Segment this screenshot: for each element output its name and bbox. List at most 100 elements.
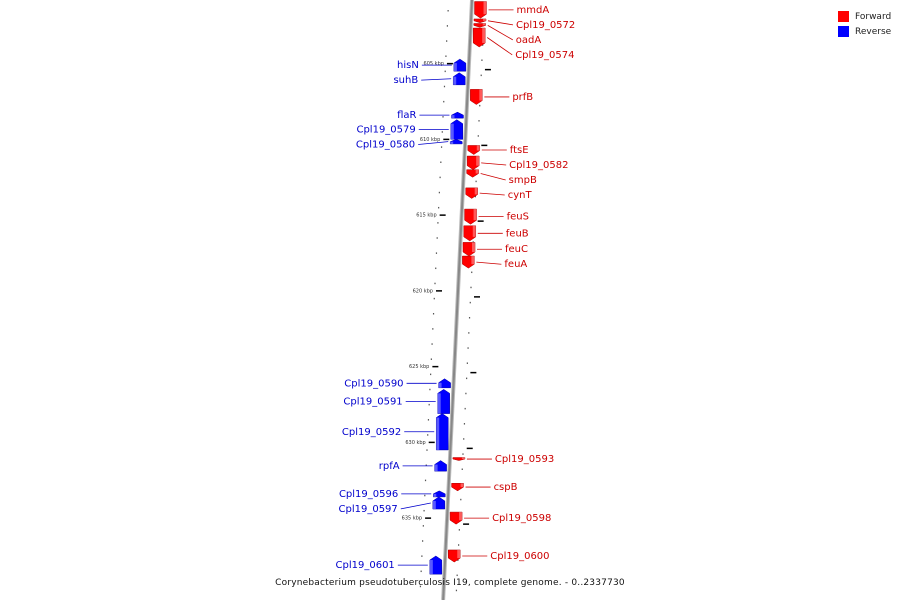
gene-label[interactable]: Cpl19_0592 — [342, 427, 401, 438]
gene-label[interactable]: feuA — [504, 259, 527, 270]
gene-arrow[interactable] — [453, 58, 467, 72]
gene-arrow[interactable] — [474, 1, 487, 19]
gene-label[interactable]: feuB — [506, 228, 529, 239]
gene-highlight — [437, 393, 441, 414]
gene-arrow[interactable] — [462, 255, 475, 269]
gene-arrow[interactable] — [472, 27, 486, 48]
gene-arrow[interactable] — [452, 457, 466, 461]
scale-dot — [480, 74, 482, 77]
gene-highlight — [450, 123, 454, 140]
gene-label[interactable]: Cpl19_0580 — [356, 140, 415, 151]
gene-label[interactable]: Cpl19_0598 — [492, 513, 551, 524]
gene-Cpl19_0596[interactable]: Cpl19_0596 — [339, 489, 446, 500]
gene-Cpl19_0597[interactable]: Cpl19_0597 — [339, 496, 446, 515]
gene-Cpl19_0582[interactable]: Cpl19_0582 — [466, 155, 568, 171]
gene-Cpl19_0600[interactable]: Cpl19_0600 — [448, 549, 550, 563]
gene-arrow[interactable] — [466, 169, 479, 178]
gene-feuA[interactable]: feuA — [462, 255, 527, 270]
gene-arrow[interactable] — [473, 18, 487, 23]
gene-label[interactable]: rpfA — [379, 461, 400, 472]
scale-dot — [422, 540, 424, 542]
scale-dot — [437, 222, 439, 224]
gene-arrow[interactable] — [432, 496, 446, 510]
gene-ftsE[interactable]: ftsE — [467, 145, 529, 156]
gene-label[interactable]: feuS — [507, 212, 529, 223]
gene-cspB[interactable]: cspB — [451, 482, 518, 493]
gene-label[interactable]: cynT — [508, 190, 533, 201]
gene-suhB[interactable]: suhB — [393, 72, 466, 86]
gene-arrow[interactable] — [452, 72, 466, 86]
gene-Cpl19_0579[interactable]: Cpl19_0579 — [356, 119, 464, 140]
gene-hisN[interactable]: hisN — [397, 58, 467, 72]
gene-arrow[interactable] — [429, 555, 443, 575]
gene-arrow[interactable] — [465, 187, 478, 199]
gene-prfB[interactable]: prfB — [470, 89, 533, 105]
gene-rpfA[interactable]: rpfA — [379, 460, 447, 472]
gene-Cpl19_0580[interactable]: Cpl19_0580 — [356, 139, 463, 151]
scale-dot — [439, 176, 441, 179]
gene-Cpl19_0601[interactable]: Cpl19_0601 — [336, 555, 443, 575]
gene-arrow[interactable] — [470, 89, 483, 105]
legend-forward-label: Forward — [855, 11, 892, 22]
gene-arrow[interactable] — [438, 378, 451, 389]
gene-label[interactable]: hisN — [397, 60, 419, 71]
gene-label[interactable]: smpB — [509, 175, 537, 186]
gene-label[interactable]: suhB — [393, 75, 418, 86]
gene-label[interactable]: flaR — [397, 110, 416, 121]
gene-label[interactable]: ftsE — [510, 145, 529, 156]
gene-smpB[interactable]: smpB — [466, 169, 537, 186]
gene-Cpl19_0574[interactable]: Cpl19_0574 — [472, 27, 574, 61]
gene-Cpl19_0590[interactable]: Cpl19_0590 — [344, 378, 451, 389]
gene-label[interactable]: prfB — [512, 92, 533, 103]
gene-arrow[interactable] — [437, 389, 450, 414]
gene-arrow[interactable] — [449, 511, 463, 525]
tick-label: 635 kbp — [402, 516, 422, 522]
gene-Cpl19_0593[interactable]: Cpl19_0593 — [452, 454, 554, 465]
gene-Cpl19_0591[interactable]: Cpl19_0591 — [343, 389, 450, 414]
gene-mmdA[interactable]: mmdA — [474, 1, 550, 19]
gene-arrow[interactable] — [464, 208, 477, 225]
gene-label[interactable]: Cpl19_0579 — [356, 125, 415, 136]
gene-feuC[interactable]: feuC — [462, 242, 528, 257]
gene-label[interactable]: Cpl19_0572 — [516, 20, 575, 31]
gene-arrow[interactable] — [449, 139, 463, 145]
tick-label: 610 kbp — [420, 137, 440, 143]
scale-dot — [438, 191, 440, 194]
gene-Cpl19_0592[interactable]: Cpl19_0592 — [342, 413, 449, 451]
gene-label[interactable]: Cpl19_0600 — [490, 551, 549, 562]
gene-label[interactable]: Cpl19_0593 — [495, 454, 554, 465]
gene-arrow[interactable] — [473, 23, 487, 28]
gene-label[interactable]: Cpl19_0582 — [509, 160, 568, 171]
gene-arrow[interactable] — [463, 225, 477, 242]
scale-dot — [468, 317, 471, 319]
gene-arrow[interactable] — [451, 483, 464, 492]
gene-label[interactable]: Cpl19_0596 — [339, 489, 398, 500]
gene-label[interactable]: Cpl19_0597 — [339, 504, 398, 515]
scale-dot — [477, 135, 479, 137]
gene-Cpl19_0598[interactable]: Cpl19_0598 — [449, 511, 551, 525]
gene-arrow[interactable] — [462, 242, 476, 257]
gene-label[interactable]: mmdA — [517, 5, 550, 16]
gene-arrow[interactable] — [448, 549, 461, 563]
tick-marks: 605 kbp 610 kbp 615 kbp 620 kbp 625 kbp 630 k… — [402, 61, 491, 525]
gene-arrow[interactable] — [435, 413, 449, 451]
gene-label[interactable]: Cpl19_0574 — [515, 50, 574, 61]
reverse-swatch — [838, 26, 849, 37]
gene-label[interactable]: Cpl19_0601 — [336, 560, 395, 571]
gene-flaR[interactable]: flaR — [397, 110, 464, 121]
gene-label[interactable]: Cpl19_0591 — [343, 396, 402, 407]
gene-oadA[interactable]: oadA — [473, 23, 542, 46]
gene-arrow[interactable] — [466, 155, 480, 170]
gene-label[interactable]: Cpl19_0590 — [344, 378, 403, 389]
gene-feuB[interactable]: feuB — [463, 225, 529, 242]
gene-Cpl19_0572[interactable]: Cpl19_0572 — [473, 18, 575, 31]
gene-highlight — [457, 549, 461, 559]
gene-label[interactable]: feuC — [505, 244, 528, 255]
gene-label[interactable]: oadA — [516, 35, 542, 46]
gene-cynT[interactable]: cynT — [465, 187, 533, 201]
gene-arrow[interactable] — [451, 111, 464, 119]
gene-arrow[interactable] — [467, 145, 481, 155]
gene-label[interactable]: cspB — [494, 482, 518, 493]
gene-feuS[interactable]: feuS — [464, 208, 529, 225]
gene-arrow[interactable] — [434, 460, 447, 472]
